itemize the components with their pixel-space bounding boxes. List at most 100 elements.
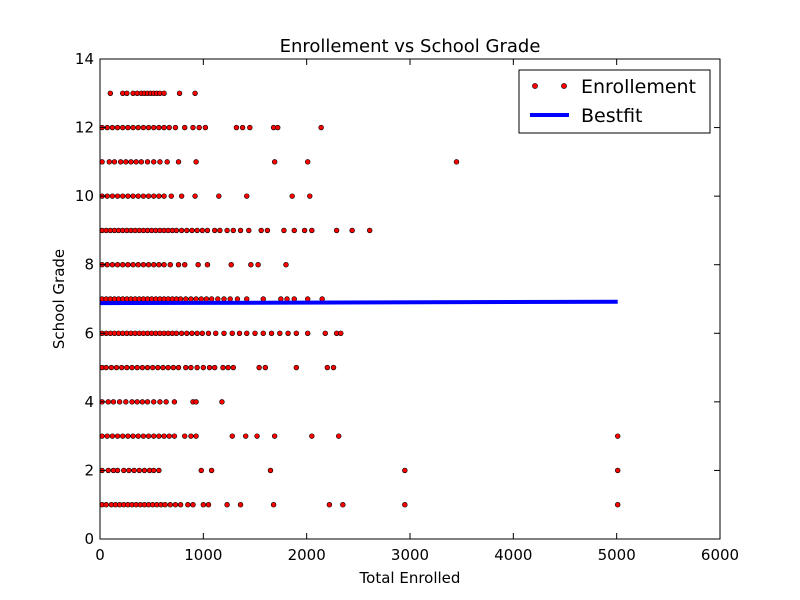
- scatter-point: [135, 124, 141, 131]
- scatter-point: [120, 433, 126, 439]
- scatter-point: [204, 227, 211, 234]
- scatter-point: [228, 262, 234, 268]
- scatter-point: [262, 364, 269, 371]
- scatter-point: [183, 296, 189, 302]
- scatter-point: [167, 262, 173, 268]
- scatter-point: [230, 364, 237, 371]
- scatter-point: [212, 364, 218, 371]
- scatter-point: [118, 364, 125, 371]
- scatter-point: [114, 433, 121, 439]
- scatter-point: [182, 262, 188, 268]
- scatter-point: [161, 90, 167, 96]
- scatter-point: [175, 364, 182, 371]
- scatter-point: [145, 124, 152, 131]
- scatter-point: [283, 262, 289, 268]
- scatter-point: [205, 502, 212, 508]
- scatter-point: [212, 227, 218, 234]
- scatter-point: [189, 227, 195, 234]
- scatter-point: [205, 330, 212, 336]
- scatter-point: [198, 296, 204, 302]
- scatter-point: [131, 467, 137, 474]
- scatter-point: [193, 159, 199, 165]
- scatter-point: [129, 399, 135, 405]
- scatter-point: [134, 399, 140, 405]
- scatter-point: [124, 90, 130, 96]
- scatter-point: [200, 502, 207, 508]
- scatter-point: [162, 502, 168, 508]
- scatter-point: [254, 433, 260, 439]
- scatter-point: [139, 364, 146, 371]
- scatter-point: [208, 467, 215, 474]
- scatter-point: [193, 433, 199, 439]
- scatter-point: [281, 227, 287, 234]
- scatter-point: [309, 227, 315, 234]
- scatter-point: [217, 227, 223, 234]
- scatter-point: [333, 227, 340, 234]
- scatter-point: [161, 433, 167, 439]
- scatter-point: [166, 433, 172, 439]
- scatter-point: [178, 330, 185, 336]
- scatter-point: [190, 502, 196, 508]
- y-axis-title: School Grade: [50, 249, 68, 349]
- scatter-point: [256, 364, 262, 371]
- scatter-point: [165, 364, 171, 371]
- scatter-point: [206, 364, 213, 371]
- scatter-point: [117, 159, 124, 165]
- legend: Enrollement Bestfit: [518, 69, 711, 134]
- scatter-point: [184, 227, 190, 234]
- scatter-point: [170, 364, 177, 371]
- scatter-point: [202, 124, 209, 131]
- scatter-point: [145, 193, 152, 199]
- scatter-point: [114, 193, 121, 199]
- scatter-point: [151, 399, 157, 405]
- scatter-point: [192, 90, 198, 96]
- scatter-point: [208, 296, 215, 302]
- scatter-point: [145, 433, 152, 439]
- scatter-point: [156, 467, 162, 474]
- scatter-point: [145, 262, 152, 268]
- scatter-point: [151, 262, 157, 268]
- scatter-point: [195, 262, 201, 268]
- y-tick-label: 10: [75, 187, 94, 205]
- scatter-point: [215, 296, 221, 302]
- scatter-point: [138, 159, 145, 165]
- scatter-point: [110, 399, 117, 405]
- scatter-point: [291, 227, 297, 234]
- scatter-point: [326, 502, 333, 508]
- x-tick-label: 5000: [598, 546, 636, 564]
- scatter-point: [151, 124, 157, 131]
- scatter-point: [196, 124, 202, 131]
- scatter-point: [120, 193, 126, 199]
- scatter-point: [105, 467, 111, 474]
- scatter-point: [160, 364, 166, 371]
- scatter-point: [221, 296, 227, 302]
- scatter-point: [105, 399, 111, 405]
- scatter-point: [144, 364, 151, 371]
- scatter-point: [164, 159, 170, 165]
- scatter-point: [224, 502, 230, 508]
- scatter-point: [108, 364, 115, 371]
- scatter-point: [244, 296, 250, 302]
- scatter-point: [224, 227, 230, 234]
- scatter-point: [166, 124, 172, 131]
- scatter-point: [239, 124, 246, 131]
- x-tick-label: 3000: [391, 546, 429, 564]
- scatter-point: [107, 90, 114, 96]
- scatter-point: [177, 502, 184, 508]
- scatter-point: [156, 193, 162, 199]
- scatter-point: [247, 124, 253, 131]
- bestfit-line: [99, 299, 618, 306]
- scatter-point: [156, 262, 162, 268]
- scatter-point: [204, 262, 211, 268]
- bestfit-line-layer: [99, 299, 618, 306]
- scatter-point: [229, 330, 235, 336]
- scatter-point: [614, 502, 621, 508]
- scatter-point: [271, 433, 278, 439]
- scatter-point: [277, 330, 283, 336]
- scatter-point: [104, 433, 110, 439]
- scatter-point: [156, 124, 162, 131]
- scatter-point: [301, 227, 308, 234]
- scatter-point: [305, 330, 311, 336]
- scatter-point: [144, 159, 151, 165]
- scatter-point: [349, 227, 355, 234]
